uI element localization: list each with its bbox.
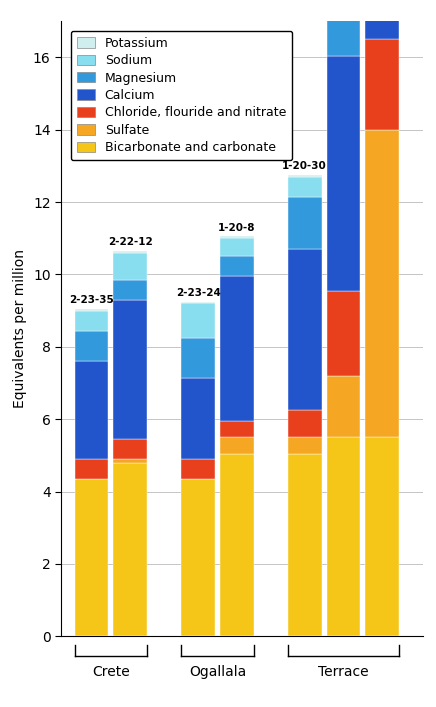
- Bar: [181, 303, 215, 338]
- Bar: [75, 310, 109, 331]
- Bar: [113, 439, 147, 459]
- Bar: [181, 459, 215, 479]
- Bar: [288, 249, 322, 410]
- Bar: [75, 309, 109, 310]
- Bar: [75, 361, 109, 459]
- Bar: [327, 56, 361, 291]
- Bar: [220, 454, 254, 636]
- Bar: [181, 479, 215, 636]
- Bar: [365, 40, 399, 130]
- Bar: [327, 0, 361, 56]
- Bar: [288, 410, 322, 438]
- Bar: [181, 338, 215, 378]
- Bar: [327, 291, 361, 376]
- Bar: [113, 251, 147, 253]
- Text: 2-23-24: 2-23-24: [176, 288, 221, 298]
- Bar: [220, 236, 254, 238]
- Bar: [113, 253, 147, 280]
- Y-axis label: Equivalents per million: Equivalents per million: [14, 250, 27, 408]
- Bar: [288, 438, 322, 454]
- Bar: [288, 175, 322, 177]
- Legend: Potassium, Sodium, Magnesium, Calcium, Chloride, flouride and nitrate, Sulfate, : Potassium, Sodium, Magnesium, Calcium, C…: [71, 30, 292, 160]
- Text: Ogallala: Ogallala: [189, 665, 246, 679]
- Bar: [113, 280, 147, 300]
- Bar: [75, 479, 109, 636]
- Bar: [75, 459, 109, 479]
- Bar: [327, 438, 361, 636]
- Bar: [113, 462, 147, 636]
- Bar: [220, 276, 254, 421]
- Bar: [365, 130, 399, 438]
- Bar: [365, 0, 399, 40]
- Bar: [75, 331, 109, 361]
- Bar: [288, 197, 322, 249]
- Text: 2-22-12: 2-22-12: [108, 238, 153, 247]
- Text: 1-20-30: 1-20-30: [282, 161, 327, 171]
- Bar: [220, 238, 254, 257]
- Bar: [220, 421, 254, 438]
- Bar: [220, 438, 254, 454]
- Text: Crete: Crete: [92, 665, 130, 679]
- Bar: [288, 454, 322, 636]
- Bar: [327, 376, 361, 438]
- Bar: [181, 302, 215, 303]
- Bar: [288, 177, 322, 197]
- Text: 1-20-8: 1-20-8: [218, 223, 255, 233]
- Text: 2-23-35: 2-23-35: [69, 296, 114, 305]
- Bar: [113, 459, 147, 462]
- Bar: [220, 257, 254, 276]
- Bar: [181, 378, 215, 459]
- Bar: [113, 300, 147, 439]
- Bar: [365, 438, 399, 636]
- Text: Terrace: Terrace: [318, 665, 369, 679]
